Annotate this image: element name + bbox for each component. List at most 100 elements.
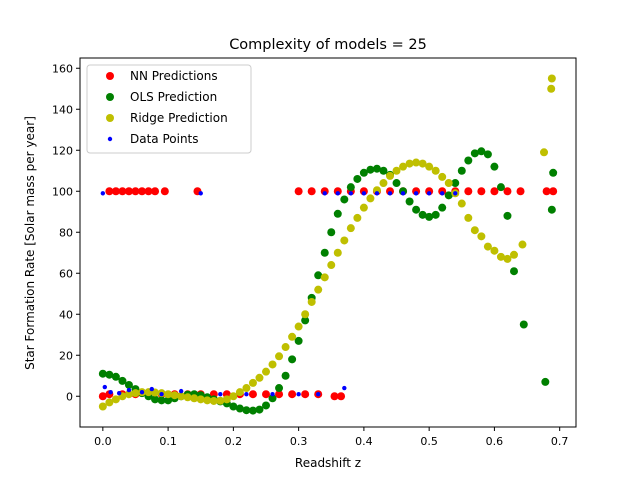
x-tick-label: 0.3 [290,435,308,448]
y-axis: 0 20 40 60 80 100 120 140 160 [52,62,80,403]
series-2 [98,74,556,411]
data-point [198,191,203,196]
data-point [510,267,518,276]
data-point [209,396,218,405]
data-point [496,183,505,192]
data-point [503,254,512,263]
data-point [164,396,173,405]
data-point [431,210,440,219]
data-point [372,186,381,195]
data-point [400,191,406,196]
data-point [503,211,512,220]
data-point [379,179,388,188]
data-point [477,232,486,241]
data-point [353,213,362,222]
data-point [235,404,244,413]
data-point [542,187,551,196]
data-point [335,191,340,196]
data-point [124,187,133,196]
data-point [178,388,184,394]
data-point [392,166,401,175]
data-point [235,388,244,397]
data-point [301,316,310,325]
data-point [451,179,460,188]
data-point [477,147,486,156]
data-point [242,384,251,393]
data-point [425,162,434,171]
data-point [262,390,270,399]
data-point [118,376,127,385]
data-point [547,205,556,214]
data-point [470,226,479,235]
data-point [425,212,434,221]
data-point [255,405,264,414]
data-point [320,248,329,257]
data-point [322,191,327,196]
data-point [248,406,257,415]
data-point [496,252,505,261]
data-point [98,402,107,411]
data-point [229,392,238,401]
data-point [444,179,453,188]
x-axis: 0.0 0.1 0.2 0.3 0.4 0.5 0.6 0.7 [94,427,568,448]
data-point [412,158,421,167]
data-point [418,159,427,168]
data-point [387,191,393,196]
data-point [457,199,466,208]
y-tick-label: 100 [52,185,73,198]
data-point [100,191,106,196]
data-point [379,166,388,175]
legend-marker [106,72,114,80]
data-point [157,396,166,405]
data-point [307,187,316,196]
data-point [301,390,310,399]
data-point [116,390,122,396]
y-tick-label: 40 [59,308,73,321]
data-point [275,390,284,399]
data-point [333,248,342,257]
data-point [149,386,154,392]
y-tick-label: 160 [52,62,73,75]
data-point [549,168,558,177]
data-point [453,191,458,196]
data-point [203,396,212,405]
data-point [342,385,347,391]
data-point [268,394,277,403]
legend-marker [106,93,114,101]
data-point [124,390,133,399]
data-point [296,392,301,397]
data-point [540,148,549,157]
data-point [151,395,160,404]
data-point [248,390,257,399]
data-point [340,195,349,204]
data-point [102,384,108,390]
data-point [124,380,133,389]
data-point [275,352,284,361]
data-point [98,392,107,401]
data-point [159,392,164,397]
data-point [164,390,173,399]
data-point [177,392,186,401]
data-point [337,392,346,401]
data-point [281,371,290,380]
legend-marker [106,114,114,122]
data-point [190,394,199,403]
data-point [470,149,479,158]
data-point [105,398,114,407]
data-point [440,191,445,196]
data-point [457,166,466,175]
data-point [288,390,297,399]
data-point [359,168,368,177]
data-point [307,297,316,306]
legend: NN Predictions OLS Prediction Ridge Predic… [86,64,252,154]
data-point [144,187,153,196]
data-point [348,191,354,196]
data-point [464,213,473,222]
data-point [386,171,394,180]
data-point [281,343,290,352]
data-point [490,162,499,171]
x-tick-label: 0.0 [94,435,112,448]
data-point [464,156,473,165]
y-axis-label: Star Formation Rate [Solar mass per year… [23,116,37,370]
data-point [483,242,492,251]
